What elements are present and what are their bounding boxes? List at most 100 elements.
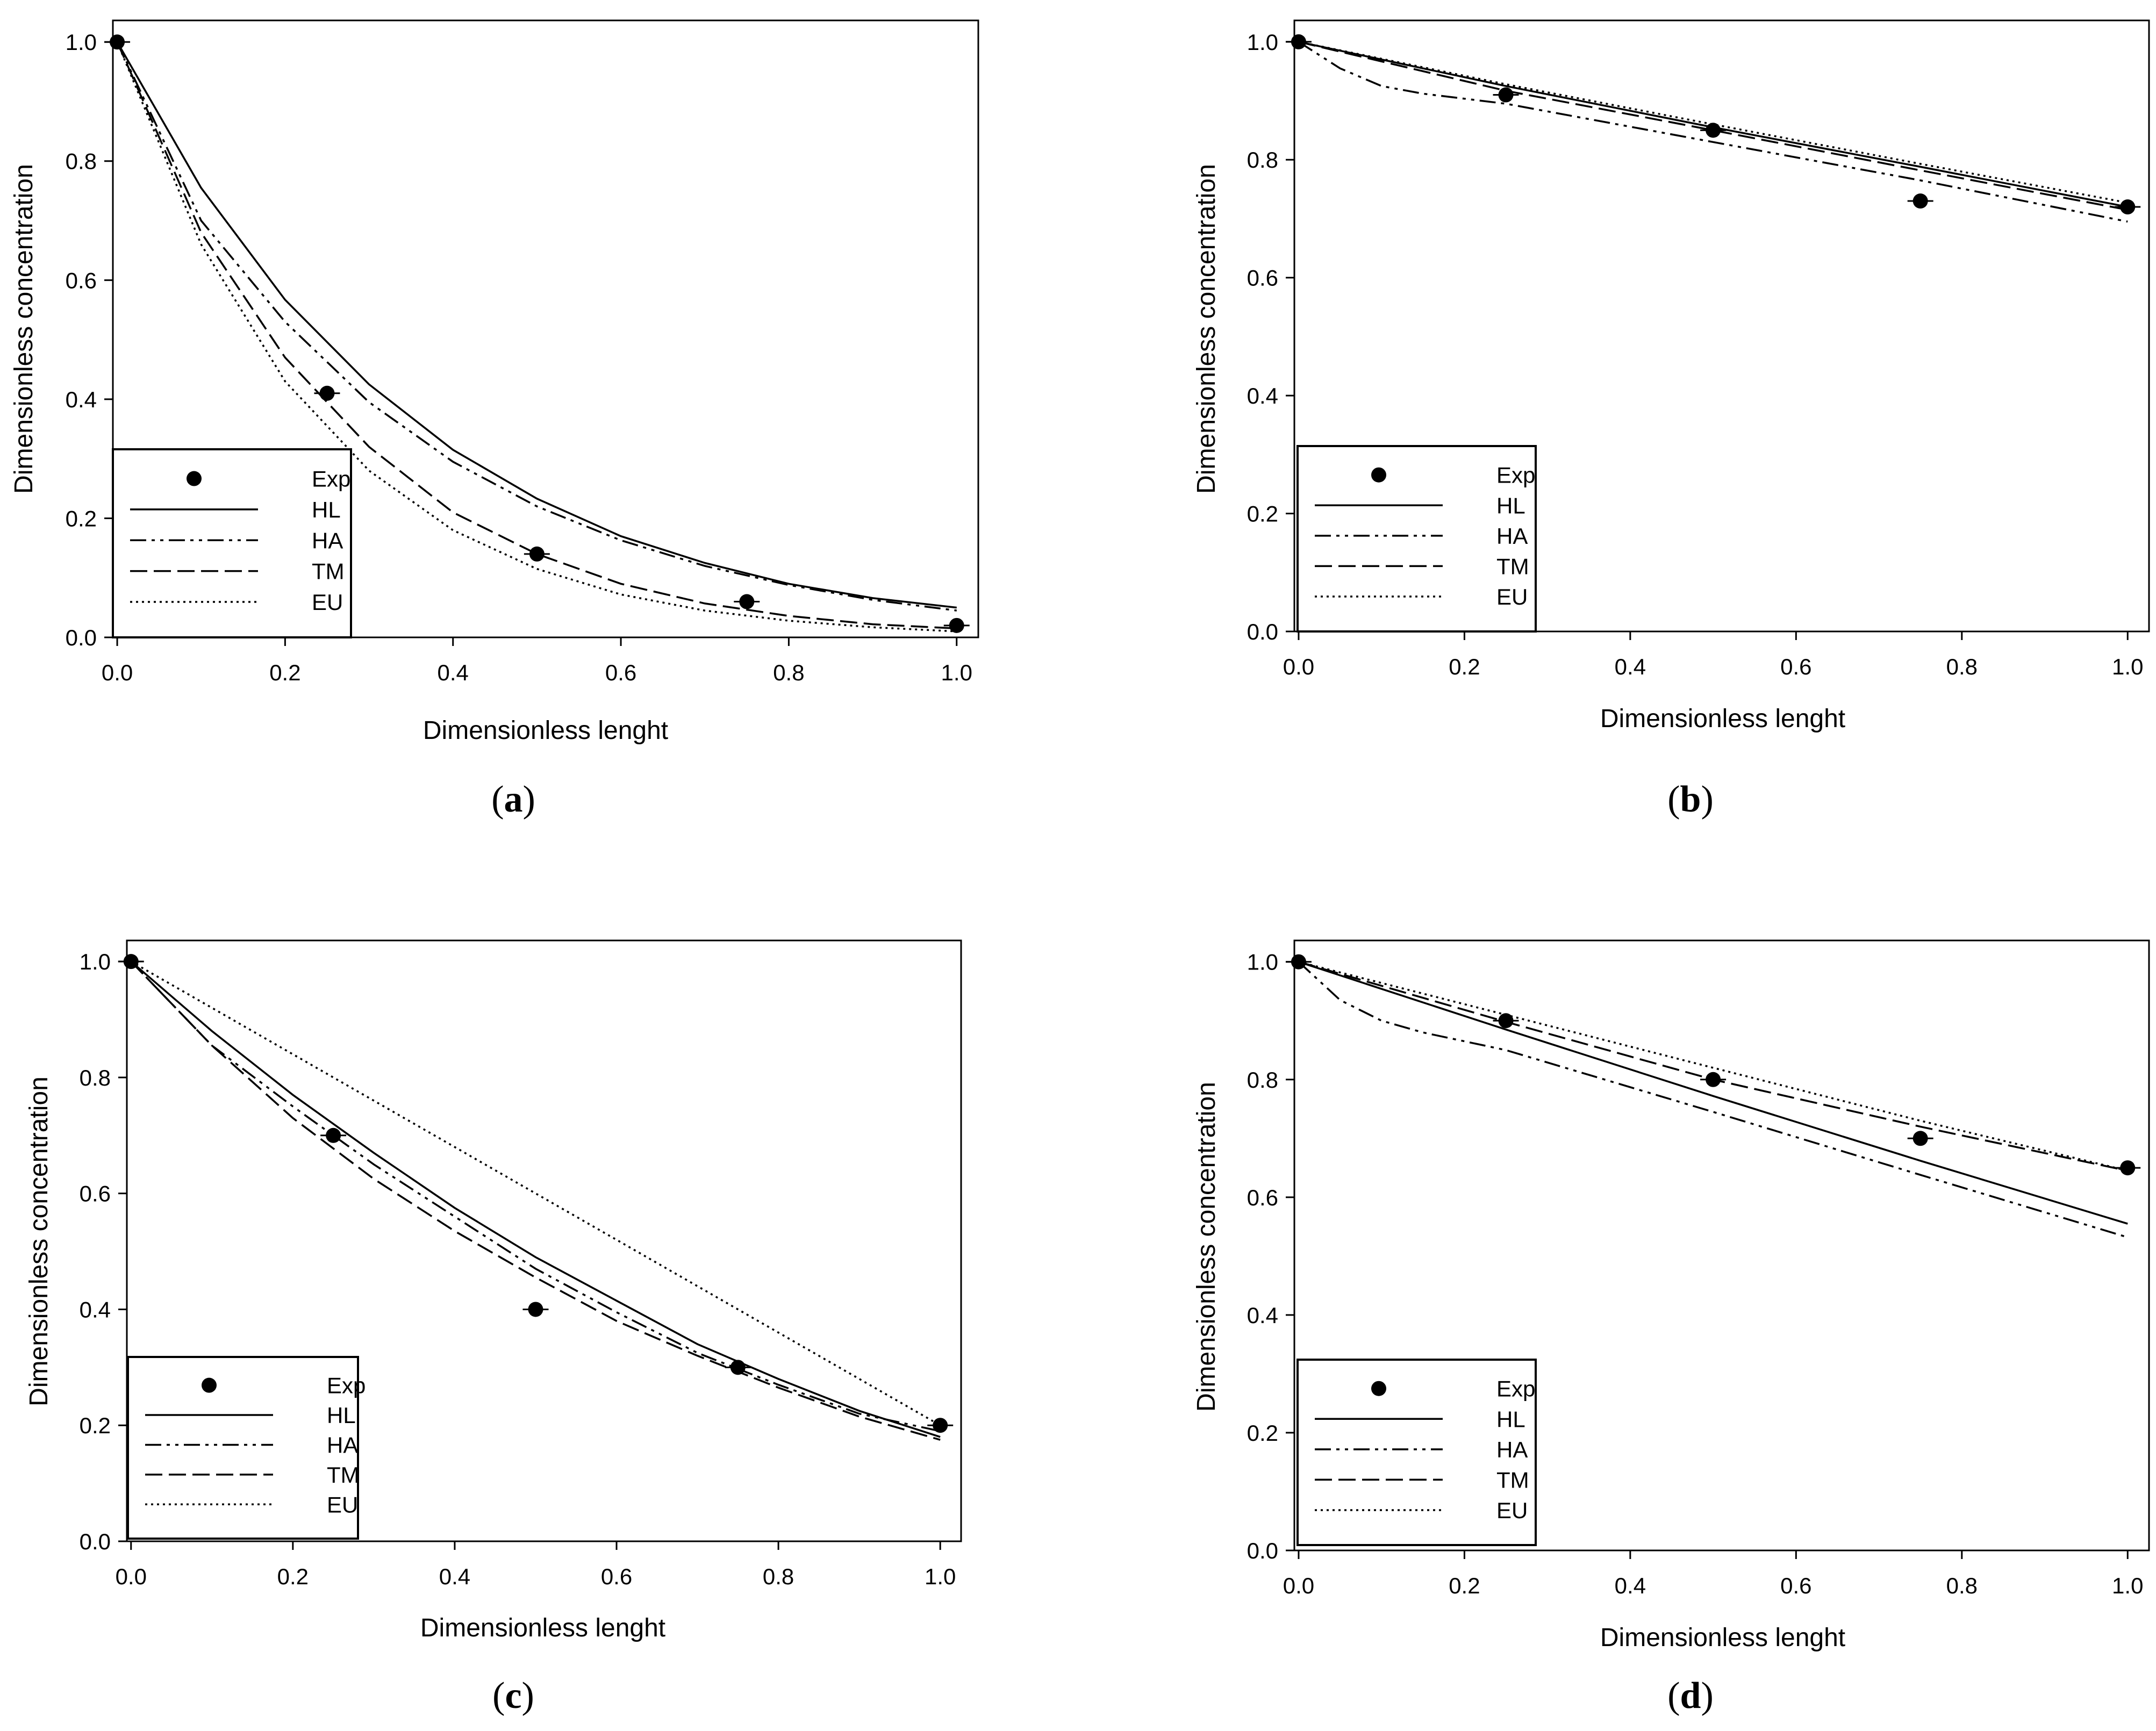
- panel-d-x-tick-label: 0.8: [1946, 1573, 1978, 1598]
- panel-a-x-tick-label: 1.0: [941, 660, 972, 685]
- panel-d-legend-label-tm: TM: [1496, 1467, 1529, 1492]
- panel-c-legend-rows: Exp HL HA TM EU: [145, 1373, 366, 1517]
- panel-c-legend: Exp HL HA TM EU: [127, 1356, 366, 1540]
- panel-d-y-tick-label: 0.8: [1247, 1067, 1278, 1093]
- panel-a-legend-label-eu: EU: [312, 590, 343, 615]
- panel-c-exp-point: [933, 1418, 948, 1433]
- panel-c-exp-point: [528, 1302, 543, 1317]
- panel-d-series-ha: [1298, 961, 2128, 1238]
- panel-d-legend-label-exp: Exp: [1496, 1376, 1535, 1402]
- panel-d-series-hl: [1298, 961, 2128, 1225]
- panel-b-y-tick-label: 0.8: [1247, 147, 1278, 173]
- panel-c-x-tick-label: 0.4: [439, 1564, 470, 1589]
- panel-a-legend: Exp HL HA TM EU: [112, 448, 352, 638]
- panel-d-legend-label-eu: EU: [1496, 1498, 1528, 1523]
- panel-b-series-tm: [1298, 41, 2128, 211]
- panel-d-exp-point: [2120, 1160, 2136, 1176]
- panel-b-series-eu: [1298, 41, 2128, 204]
- panel-c-y-tick-label: 1.0: [80, 949, 111, 974]
- panel-a-x-axis-label: Dimensionless lenght: [423, 716, 668, 745]
- panel-c-x-axis-label: Dimensionless lenght: [420, 1614, 665, 1642]
- panel-a-x-tick-label: 0.6: [605, 660, 636, 685]
- panel-b-exp-point: [1706, 123, 1721, 138]
- panel-b-y-axis-label: Dimensionless concentration: [1192, 164, 1221, 494]
- panel-a-legend-box: [112, 448, 352, 638]
- panel-a-y-axis-label: Dimensionless concentration: [10, 164, 38, 494]
- panel-c-legend-label-eu: EU: [327, 1492, 358, 1517]
- panel-c-y-axis-label: Dimensionless concentration: [25, 1076, 53, 1406]
- panel-d-x-tick-label: 1.0: [2112, 1573, 2143, 1598]
- panel-a-caption: (a): [491, 779, 535, 820]
- panel-b-y-tick-label: 0.6: [1247, 265, 1278, 291]
- panel-d-y-tick-label: 1.0: [1247, 950, 1278, 975]
- panel-a-series-ha: [116, 41, 957, 612]
- panel-d-x-tick-label: 0.2: [1449, 1573, 1480, 1598]
- panel-b-legend: Exp HL HA TM EU: [1297, 445, 1537, 633]
- panel-c-x-tick-label: 1.0: [925, 1564, 956, 1589]
- panel-d-y-tick-label: 0.4: [1247, 1303, 1278, 1328]
- panel-a-legend-rows: Exp HL HA TM EU: [130, 466, 350, 615]
- panel-c-series-tm: [130, 960, 941, 1441]
- panel-c-legend-label-ha: HA: [327, 1432, 358, 1457]
- panel-b-x-axis-label: Dimensionless lenght: [1600, 705, 1845, 733]
- panel-b-x-tick-label: 0.0: [1283, 654, 1314, 679]
- panel-a-x-tick-label: 0.0: [102, 660, 133, 685]
- panel-c-caption: (c): [492, 1675, 534, 1716]
- panel-b-x-tick-label: 0.2: [1449, 654, 1480, 679]
- panel-d-legend-rows: Exp HL HA TM EU: [1315, 1376, 1535, 1523]
- panel-c-y-tick-label: 0.2: [80, 1413, 111, 1438]
- panel-a-y-tick-label: 0.2: [66, 506, 97, 531]
- panel-d-exp-point: [1291, 954, 1306, 969]
- panel-b-legend-box: [1297, 445, 1537, 633]
- panel-c-ticks: 0.0 0.2 0.4 0.6 0.8 1.0 0.0 0.2 0.4 0.6 0.8 1.0: [80, 949, 956, 1589]
- panel-b-y-tick-label: 1.0: [1247, 30, 1278, 55]
- panel-c-exp-point: [730, 1360, 746, 1375]
- panel-c-x-tick-label: 0.2: [277, 1564, 309, 1589]
- panel-b-legend-exp-symbol: [1371, 467, 1386, 483]
- panel-d-x-axis-label: Dimensionless lenght: [1600, 1624, 1845, 1652]
- panel-a-exp-point: [319, 385, 335, 401]
- panel-a-legend-label-hl: HL: [312, 497, 341, 522]
- panel-a-legend-label-ha: HA: [312, 528, 343, 553]
- panel-b-y-tick-label: 0.4: [1247, 383, 1278, 408]
- panel-a-legend-label-tm: TM: [312, 559, 345, 584]
- panel-d-legend-box: [1297, 1359, 1537, 1546]
- panel-a-marks: [104, 34, 970, 633]
- panel-c-y-tick-label: 0.6: [80, 1181, 111, 1206]
- panel-a-plot-area: [112, 19, 979, 638]
- panel-a-y-tick-label: 1.0: [66, 30, 97, 55]
- panel-a-exp-point: [110, 34, 125, 50]
- panel-d-legend-label-ha: HA: [1496, 1437, 1528, 1462]
- panel-c-legend-label-tm: TM: [327, 1462, 360, 1488]
- panel-b-exp-point: [1913, 193, 1928, 209]
- panel-b-caption: (b): [1667, 779, 1714, 820]
- panel-c-y-tick-label: 0.4: [80, 1297, 111, 1322]
- panel-b-x-tick-label: 0.8: [1946, 654, 1978, 679]
- panel-a-exp-point: [529, 546, 545, 562]
- panel-c-legend-label-exp: Exp: [327, 1373, 366, 1398]
- panel-c-caption-letter: c: [505, 1675, 521, 1716]
- panel-a-series-tm: [116, 41, 957, 630]
- panel-b-legend-label-ha: HA: [1496, 523, 1528, 549]
- panel-b-exp-point: [2120, 199, 2136, 215]
- panel-d-x-tick-label: 0.4: [1615, 1573, 1646, 1598]
- panel-b-ticks: 0.0 0.2 0.4 0.6 0.8 1.0 0.0 0.2 0.4 0.6 0.8 1.0: [1247, 30, 2144, 679]
- panel-c-series-eu: [130, 960, 941, 1426]
- panel-d-y-tick-label: 0.6: [1247, 1185, 1278, 1210]
- panel-c: 0.0 0.2 0.4 0.6 0.8 1.0 0.0 0.2 0.4 0.6 0.8 1.0 Dim…: [25, 939, 962, 1716]
- panel-d-y-tick-label: 0.0: [1247, 1538, 1278, 1563]
- panel-d-x-tick-label: 0.0: [1283, 1573, 1314, 1598]
- panel-b-exp-point: [1498, 87, 1514, 103]
- panel-b-y-tick-label: 0.0: [1247, 619, 1278, 644]
- panel-b-legend-label-tm: TM: [1496, 554, 1529, 579]
- panel-a-y-tick-label: 0.6: [66, 268, 97, 293]
- panel-c-y-tick-label: 0.8: [80, 1065, 111, 1090]
- panel-b-caption-letter: b: [1680, 779, 1701, 820]
- panel-a-legend-exp-symbol: [187, 471, 202, 486]
- panel-a-x-tick-label: 0.2: [269, 660, 300, 685]
- panel-c-x-tick-label: 0.6: [601, 1564, 632, 1589]
- panel-d-y-axis-label: Dimensionless concentration: [1192, 1082, 1221, 1412]
- panel-b: 0.0 0.2 0.4 0.6 0.8 1.0 0.0 0.2 0.4 0.6 0.8 1.0 Dim…: [1192, 19, 2150, 820]
- panel-c-x-tick-label: 0.0: [116, 1564, 147, 1589]
